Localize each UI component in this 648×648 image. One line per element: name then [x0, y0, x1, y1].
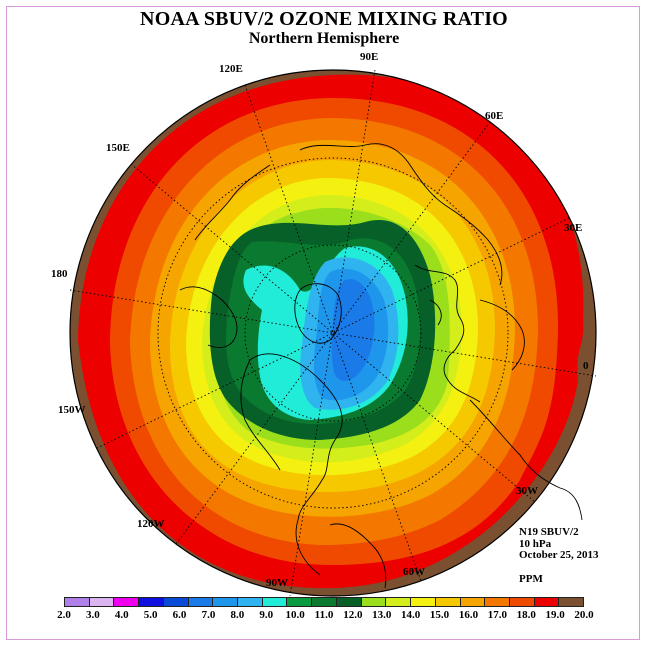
- colorbar-swatch: [114, 598, 140, 606]
- colorbar-tick-label: 8.0: [230, 609, 245, 621]
- coastline-africa: [469, 399, 583, 521]
- colorbar-tick-label: 3.0: [86, 609, 100, 621]
- plot-frame: [6, 6, 640, 640]
- colorbar-swatch: [262, 598, 288, 606]
- date-label: October 25, 2013: [519, 549, 599, 561]
- lon-label-0: 0: [583, 360, 589, 372]
- colorbar-swatch: [287, 598, 313, 606]
- colorbar-tick-label: 17.0: [487, 609, 507, 621]
- colorbar-tick-label: 20.0: [574, 609, 594, 621]
- colorbar-swatch: [89, 598, 115, 606]
- coastline-alaska: [179, 286, 238, 348]
- colorbar-tick-label: 15.0: [429, 609, 450, 621]
- parallel-60n: [244, 244, 422, 422]
- colorbar-swatch: [361, 598, 387, 606]
- lon-label-30e: 30E: [564, 222, 583, 234]
- instrument-label: N19 SBUV/2: [519, 526, 579, 538]
- colorbar-swatch: [435, 598, 461, 606]
- lon-label-150w: 150W: [58, 404, 86, 416]
- colorbar-tick-label: 12.0: [343, 609, 363, 621]
- lon-label-150e: 150E: [106, 142, 130, 154]
- lon-label-120w: 120W: [137, 518, 165, 530]
- ozone-band-6: [331, 279, 375, 381]
- lon-label-60e: 60E: [485, 110, 504, 122]
- colorbar-tick-label: 19.0: [545, 609, 565, 621]
- colorbar-swatch: [559, 598, 584, 606]
- coastline-north-america: [240, 353, 343, 576]
- colorbar-labels: 2.0 3.0 4.0 5.0 6.0 7.0 8.0 9.0 10.0 11.0 12.0 13.0…: [44, 609, 604, 623]
- coastline-asia: [194, 143, 503, 286]
- colorbar-swatch: [312, 598, 337, 606]
- colorbar: [64, 597, 584, 607]
- lon-label-90e: 90E: [360, 51, 379, 63]
- colorbar-swatch: [336, 598, 362, 606]
- colorbar-swatch: [411, 598, 436, 606]
- coastlines: [179, 143, 583, 589]
- lon-label-30w: 30W: [516, 485, 538, 497]
- colorbar-swatch: [65, 598, 90, 606]
- meridian-0-180: [69, 289, 597, 377]
- graticule: [69, 69, 597, 597]
- meridian-90e-90w: [289, 69, 376, 597]
- colorbar-tick-label: 14.0: [401, 609, 421, 621]
- colorbar-swatch: [485, 598, 510, 606]
- units-label: PPM: [519, 573, 543, 585]
- colorbar-swatch: [163, 598, 189, 606]
- colorbar-tick-label: 4.0: [114, 609, 129, 621]
- parallel-30n: [157, 157, 509, 509]
- colorbar-tick-label: 13.0: [372, 609, 392, 621]
- colorbar-swatch: [534, 598, 560, 606]
- lon-label-60w: 60W: [403, 566, 425, 578]
- colorbar-tick-label: 2.0: [57, 609, 71, 621]
- colorbar-tick-label: 18.0: [516, 609, 536, 621]
- lon-label-90w: 90W: [266, 577, 288, 589]
- lon-label-120e: 120E: [219, 63, 243, 75]
- colorbar-swatch: [238, 598, 263, 606]
- chart-subtitle: Northern Hemisphere: [248, 30, 400, 47]
- colorbar-tick-label: 6.0: [172, 609, 187, 621]
- colorbar-tick-label: 10.0: [285, 609, 305, 621]
- colorbar-swatch: [188, 598, 214, 606]
- colorbar-swatch: [509, 598, 535, 606]
- colorbar-swatch: [139, 598, 164, 606]
- colorbar-swatch: [213, 598, 239, 606]
- coastline-mediterranean: [479, 299, 525, 371]
- coastline-south-america: [329, 523, 387, 589]
- colorbar-swatch: [460, 598, 486, 606]
- pressure-level-label: 10 hPa: [519, 538, 552, 550]
- lon-label-180: 180: [51, 268, 68, 280]
- colorbar-tick-label: 7.0: [201, 609, 216, 621]
- hemisphere-boundary: [69, 69, 597, 597]
- coastline-greenland: [294, 283, 342, 344]
- colorbar-tick-label: 11.0: [314, 609, 334, 621]
- chart-title: NOAA SBUV/2 OZONE MIXING RATIO: [140, 8, 508, 30]
- colorbar-tick-label: 16.0: [458, 609, 479, 621]
- coastline-europe: [414, 264, 481, 403]
- colorbar-tick-label: 9.0: [259, 609, 274, 621]
- colorbar-swatch: [386, 598, 412, 606]
- colorbar-tick-label: 5.0: [143, 609, 158, 621]
